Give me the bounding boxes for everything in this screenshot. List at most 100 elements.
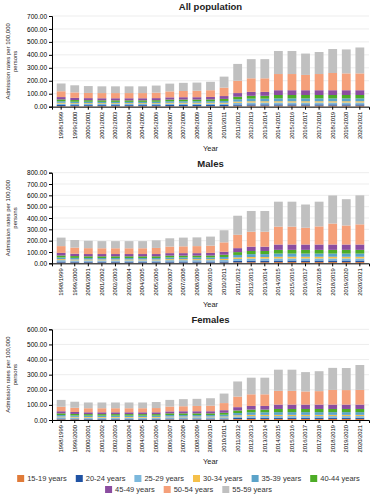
tick-label: 2012/2013 [248, 268, 254, 295]
bar [125, 105, 134, 107]
bar [247, 99, 256, 102]
bar [260, 259, 269, 261]
bar [260, 410, 269, 413]
tick-mark [183, 420, 184, 423]
bar [328, 258, 337, 260]
tick-label: 700.00 [27, 13, 47, 20]
bar [355, 418, 364, 419]
bar [342, 254, 351, 257]
bars [57, 365, 364, 420]
bar [84, 106, 93, 107]
tick: 600.00 [27, 326, 52, 333]
bar [125, 402, 134, 408]
bar [152, 414, 161, 416]
bar [70, 412, 79, 414]
tick-label: 2019/2020 [343, 425, 349, 452]
tick: 2004/2005 [139, 420, 145, 452]
tick-label: 2003/2004 [126, 424, 132, 452]
bar [125, 412, 134, 414]
bar [301, 104, 310, 105]
bar [84, 93, 93, 98]
bar [328, 409, 337, 412]
bar [301, 101, 310, 102]
tick-mark [359, 420, 360, 423]
tick-mark [332, 420, 333, 423]
bar [288, 409, 297, 412]
tick-mark [101, 263, 102, 266]
bar [260, 99, 269, 102]
tick: 2013/2014 [262, 263, 268, 295]
tick: 2011/2012 [235, 420, 241, 452]
tick-label: 100.00 [27, 249, 47, 256]
bar [193, 413, 202, 415]
bar [260, 262, 269, 263]
bar [342, 419, 351, 420]
tick-label: 2006/2007 [167, 112, 173, 139]
tick-label: 600.00 [27, 26, 47, 33]
bar [179, 106, 188, 107]
panel: Males0.00100.00200.00300.00400.00500.006… [5, 158, 369, 310]
bar [125, 102, 134, 103]
bar [57, 400, 66, 407]
tick-label: 300.00 [27, 371, 47, 378]
tick-label: 2012/2013 [248, 112, 254, 139]
bar [111, 260, 120, 261]
bar [193, 415, 202, 417]
tick-label: 2010/2011 [221, 268, 227, 295]
y-axis-label: Admission rates per 100,000persons [5, 336, 18, 413]
bar [342, 412, 351, 415]
bar [355, 73, 364, 90]
bar [220, 88, 229, 96]
tick-mark [224, 420, 225, 423]
tick-mark [101, 107, 102, 110]
bar [179, 399, 188, 406]
bar [315, 258, 324, 260]
bar [179, 256, 188, 258]
bar [165, 256, 174, 258]
bar [70, 260, 79, 261]
bar [152, 412, 161, 414]
bar [247, 394, 256, 406]
bar [152, 402, 161, 408]
bar [165, 105, 174, 106]
tick-mark [61, 107, 62, 110]
bar [206, 262, 215, 263]
bar [125, 104, 134, 105]
bar [165, 84, 174, 92]
tick-mark [49, 207, 52, 208]
bar [328, 49, 337, 73]
tick-mark [49, 94, 52, 95]
bar [138, 408, 147, 412]
bar [125, 262, 134, 263]
bar [274, 250, 283, 254]
tick: 2020/2021 [357, 420, 363, 452]
bar [260, 419, 269, 420]
bar [179, 406, 188, 411]
bar [206, 262, 215, 263]
tick: 100.00 [27, 401, 52, 408]
tick: 2006/2007 [167, 420, 173, 452]
bar [260, 254, 269, 257]
tick-mark [305, 107, 306, 110]
bar [328, 419, 337, 420]
axis-line [49, 17, 53, 108]
bar [165, 100, 174, 102]
bar [301, 205, 310, 228]
bar [247, 412, 256, 415]
tick: 400.00 [27, 51, 52, 58]
tick-label: 600.00 [27, 326, 47, 333]
bar [84, 105, 93, 107]
bar [288, 98, 297, 101]
tick-mark [49, 375, 52, 376]
tick-label: 0.00 [34, 417, 47, 424]
bar [97, 402, 106, 408]
bar [328, 98, 337, 101]
tick: 2018/2019 [330, 420, 336, 452]
tick-mark [346, 107, 347, 110]
tick: 2014/2015 [275, 107, 281, 139]
tick: 2012/2013 [248, 107, 254, 139]
bar [315, 98, 324, 101]
bar [111, 241, 120, 248]
tick-mark [183, 263, 184, 266]
bar [274, 90, 283, 95]
